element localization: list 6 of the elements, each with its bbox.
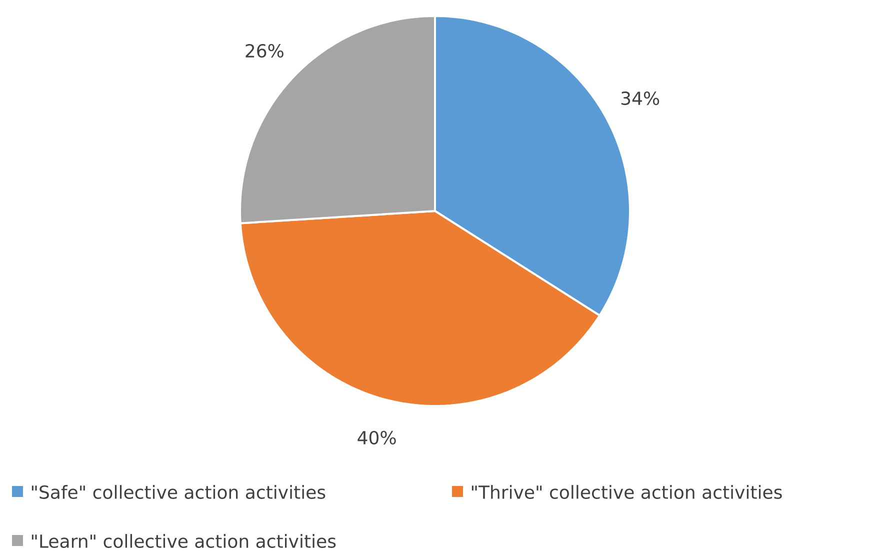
- data-label: 40%: [358, 430, 396, 444]
- legend-label: "Safe" collective action activities: [32, 485, 326, 499]
- legend-label: "Learn" collective action activities: [32, 534, 336, 548]
- legend-label: "Thrive" collective action activities: [472, 485, 782, 499]
- data-label: 26%: [246, 44, 284, 58]
- data-label: 34%: [621, 91, 660, 106]
